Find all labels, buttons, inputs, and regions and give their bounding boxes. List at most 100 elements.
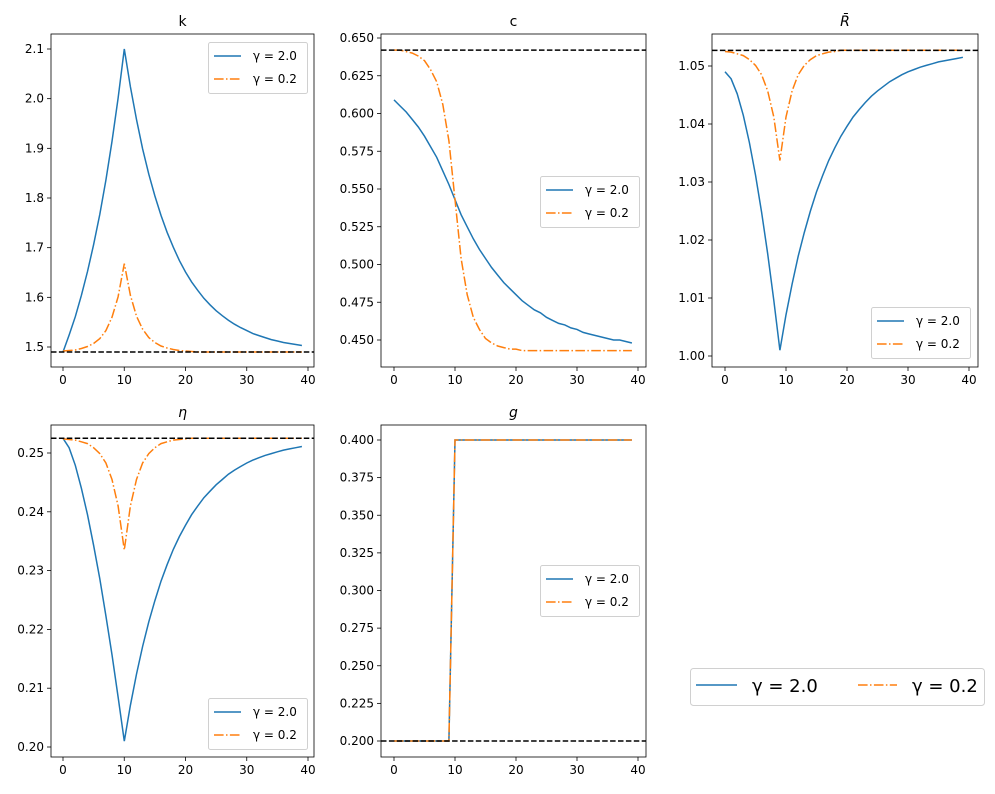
subplot-c: c 0 10 20 30 40 0.450 0.475 0.500 0.525 0.550 0.575… [340,14,647,387]
y-tick-label: 0.400 [340,433,374,447]
y-tick-label: 0.25 [17,446,44,460]
x-tick-label: 40 [961,373,976,387]
subplot-title: g [509,405,518,421]
y-tick-label: 1.03 [678,175,705,189]
legend: γ = 2.0 γ = 0.2 [208,42,308,94]
y-tick-label: 1.02 [678,233,705,247]
subplot-eta: η 0 10 20 30 40 0.20 0.21 0.22 0.23 0.24 0.25 γ = 2.… [17,405,315,777]
y-tick-label: 0.550 [340,182,374,196]
legend-label: γ = 0.2 [253,72,297,86]
y-tick-label: 0.375 [340,471,374,485]
y-tick-label: 0.625 [340,69,374,83]
series-line-gamma-0-2 [394,49,632,352]
y-tick-label: 1.7 [25,241,44,255]
y-tick-label: 0.450 [340,333,374,347]
y-tick-label: 1.04 [678,117,705,131]
legend-label: γ = 2.0 [253,705,297,719]
y-tick-label: 0.475 [340,295,374,309]
series-line-gamma-0-2 [62,263,302,353]
subplot-title: k [178,14,187,30]
y-tick-label: 2.1 [25,42,44,56]
y-tick-label: 0.20 [17,740,44,754]
x-tick-label: 10 [778,373,793,387]
x-tick-label: 30 [239,763,254,777]
x-tick-label: 40 [300,763,315,777]
x-tick-label: 40 [630,763,645,777]
legend-label: γ = 2.0 [253,49,297,63]
subplot-rbar: R̄ 0 10 20 30 40 1.00 1.01 1.02 1.03 1.04 1.05 γ = 2… [678,12,979,387]
subplot-k: k0 10 20 30 401.51.61.71.81.92.02.1 γ = 2.0γ … [25,14,316,387]
legend: γ = 2.0 γ = 0.2 [540,176,640,228]
y-tick-label: 0.250 [340,659,374,673]
axes-frame [50,424,315,758]
legend-label: γ = 0.2 [585,595,629,609]
series-line-gamma-2 [724,56,964,351]
x-tick-label: 10 [117,373,132,387]
x-tick-label: 20 [178,763,193,777]
y-tick-label: 1.00 [678,349,705,363]
x-tick-label: 20 [839,373,854,387]
y-tick-label: 0.650 [340,31,374,45]
y-tick-label: 0.275 [340,621,374,635]
x-tick-label: 20 [508,373,523,387]
x-tick-label: 30 [569,373,584,387]
subplot-title: η [178,405,187,421]
figure-legend: γ = 2.0 γ = 0.2 [690,668,985,706]
y-tick-label: 0.300 [340,584,374,598]
legend-label: γ = 2.0 [585,572,629,586]
y-tick-label: 2.0 [25,92,44,106]
x-tick-label: 10 [447,763,462,777]
legend-label: γ = 0.2 [253,728,297,742]
y-tick-label: 1.8 [25,191,44,205]
series-line-gamma-2 [62,437,303,742]
y-tick-label: 0.23 [17,564,44,578]
y-tick-label: 0.350 [340,508,374,522]
y-tick-label: 1.05 [678,59,705,73]
legend-label: γ = 0.2 [585,206,629,220]
series-line-gamma-2 [62,48,303,353]
axes-frame [711,33,979,368]
x-tick-label: 40 [300,373,315,387]
x-tick-label: 20 [178,373,193,387]
x-tick-label: 0 [390,763,398,777]
x-tick-label: 30 [900,373,915,387]
y-tick-label: 0.325 [340,546,374,560]
x-tick-label: 0 [59,763,67,777]
series-line-gamma-0-2 [62,437,302,551]
y-tick-label: 0.225 [340,696,374,710]
y-tick-label: 0.24 [17,505,44,519]
x-tick-label: 0 [390,373,398,387]
x-tick-label: 40 [630,373,645,387]
y-tick-label: 1.6 [25,290,44,304]
legend: γ = 2.0 γ = 0.2 [871,307,971,359]
y-tick-label: 0.500 [340,258,374,272]
subplot-g: g 0 10 20 30 40 0.200 0.225 0.250 0.275 0.300 0.325… [340,405,647,777]
x-tick-label: 30 [239,373,254,387]
axes-frame [380,33,647,368]
axes-frame [380,424,647,758]
figure-legend-label-2: γ = 0.2 [912,676,978,697]
subplot-title: R̄ [840,12,850,30]
x-tick-label: 30 [569,763,584,777]
x-tick-label: 0 [721,373,729,387]
series-line-gamma-0-2 [724,49,963,161]
y-tick-label: 0.22 [17,622,44,636]
legend: γ = 2.0 γ = 0.2 [208,698,308,750]
series-line-gamma-2 [393,99,633,344]
subplot-title: c [510,14,518,30]
figure-legend-label-1: γ = 2.0 [752,676,818,697]
x-tick-label: 10 [117,763,132,777]
y-tick-label: 1.5 [25,340,44,354]
legend: γ = 2.0 γ = 0.2 [540,565,640,617]
x-tick-label: 10 [447,373,462,387]
y-tick-label: 0.525 [340,220,374,234]
x-tick-label: 0 [59,373,67,387]
y-tick-label: 1.01 [678,291,705,305]
y-tick-label: 0.575 [340,144,374,158]
y-tick-label: 0.600 [340,107,374,121]
x-tick-label: 20 [508,763,523,777]
axes-frame [50,33,315,368]
y-tick-label: 1.9 [25,141,44,155]
legend-label: γ = 2.0 [585,183,629,197]
